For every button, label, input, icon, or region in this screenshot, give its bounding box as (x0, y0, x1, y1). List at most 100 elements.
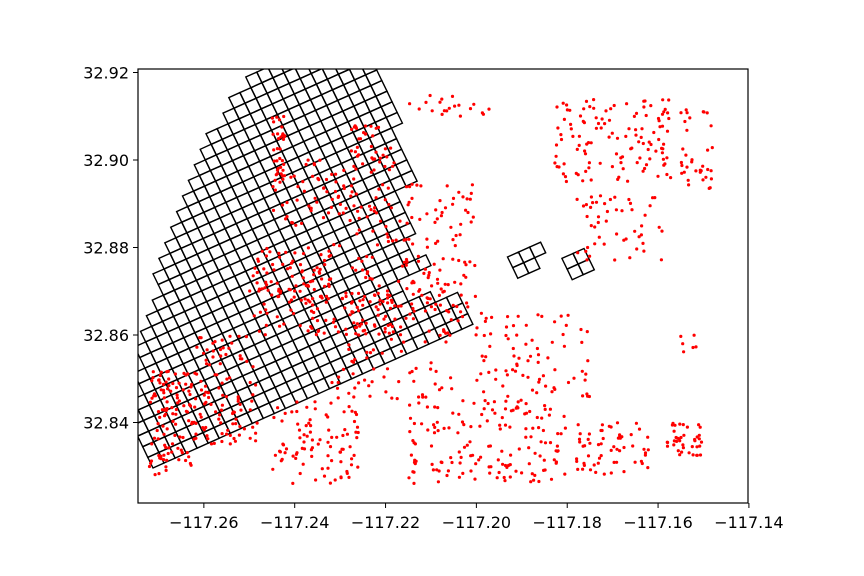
data-point (438, 268, 442, 272)
data-point (576, 251, 580, 255)
data-point (427, 329, 431, 333)
data-point (329, 277, 333, 281)
data-point (206, 437, 210, 441)
data-point (326, 440, 330, 444)
data-point (475, 326, 479, 330)
data-point (350, 190, 354, 194)
grid-cell (267, 69, 285, 79)
data-point (166, 369, 170, 373)
data-point (349, 149, 353, 153)
data-point (217, 386, 221, 390)
data-point (391, 330, 395, 334)
data-point (456, 319, 460, 323)
data-point (464, 263, 468, 267)
data-point (317, 178, 321, 182)
data-point (688, 116, 692, 120)
data-point (468, 197, 472, 201)
data-point (584, 169, 588, 173)
data-point (203, 384, 208, 388)
data-point (158, 456, 162, 460)
data-point (343, 428, 347, 432)
data-point (376, 291, 380, 295)
grid-cell (321, 69, 340, 81)
data-point (374, 196, 378, 200)
data-point (277, 255, 282, 259)
data-point (562, 414, 566, 418)
data-point (220, 403, 224, 407)
data-point (405, 260, 409, 264)
data-point (187, 419, 191, 423)
data-point (309, 448, 313, 452)
data-point (577, 437, 582, 441)
data-point (680, 163, 684, 168)
data-point (461, 399, 465, 403)
data-point (273, 178, 277, 182)
data-point (436, 480, 440, 484)
data-point (459, 282, 463, 286)
data-point (266, 288, 270, 292)
data-point (641, 141, 645, 146)
data-point (559, 133, 563, 137)
data-point (544, 384, 548, 388)
data-point (211, 355, 215, 359)
data-point (258, 310, 262, 314)
data-point (218, 413, 222, 417)
data-point (347, 405, 351, 409)
data-point (505, 373, 509, 377)
data-point (407, 476, 411, 480)
data-point (358, 324, 362, 328)
data-point (456, 431, 460, 435)
data-point (541, 374, 546, 378)
data-point (278, 156, 282, 161)
data-point (660, 151, 665, 155)
data-point (663, 107, 667, 111)
data-point (385, 289, 390, 293)
data-point (640, 224, 644, 228)
data-point (174, 407, 178, 412)
data-point (440, 386, 444, 390)
data-point (691, 453, 695, 457)
data-point (277, 137, 281, 141)
data-point (586, 454, 591, 458)
data-point (211, 349, 215, 353)
data-point (301, 276, 305, 280)
data-point (661, 147, 665, 151)
data-point (361, 268, 365, 272)
data-point (342, 186, 346, 191)
data-point (678, 439, 682, 443)
data-point (189, 385, 193, 389)
data-point (408, 430, 412, 434)
data-point (405, 221, 409, 225)
data-point (301, 462, 305, 466)
data-point (343, 306, 347, 310)
data-point (340, 297, 344, 301)
data-point (332, 243, 336, 247)
plot-area (138, 69, 748, 503)
data-point (563, 175, 568, 179)
data-point (181, 435, 185, 440)
data-point (673, 423, 677, 427)
data-point (271, 132, 275, 136)
data-point (459, 222, 463, 226)
x-tick-label: −117.14 (714, 513, 783, 532)
data-point (451, 202, 455, 206)
grid-cell (413, 253, 432, 272)
data-point (504, 333, 508, 338)
data-point (257, 329, 261, 333)
data-point (504, 399, 508, 403)
data-point (660, 229, 664, 233)
data-point (353, 150, 357, 154)
data-point (303, 297, 307, 301)
data-point (166, 387, 170, 391)
data-point (679, 435, 683, 440)
data-point (422, 271, 426, 275)
data-point (614, 152, 619, 156)
data-point (515, 362, 519, 366)
data-point (338, 202, 342, 206)
data-point (550, 390, 554, 394)
data-point (368, 351, 373, 355)
data-point (479, 372, 483, 376)
data-point (555, 444, 560, 448)
data-point (286, 267, 290, 271)
data-point (541, 428, 546, 433)
